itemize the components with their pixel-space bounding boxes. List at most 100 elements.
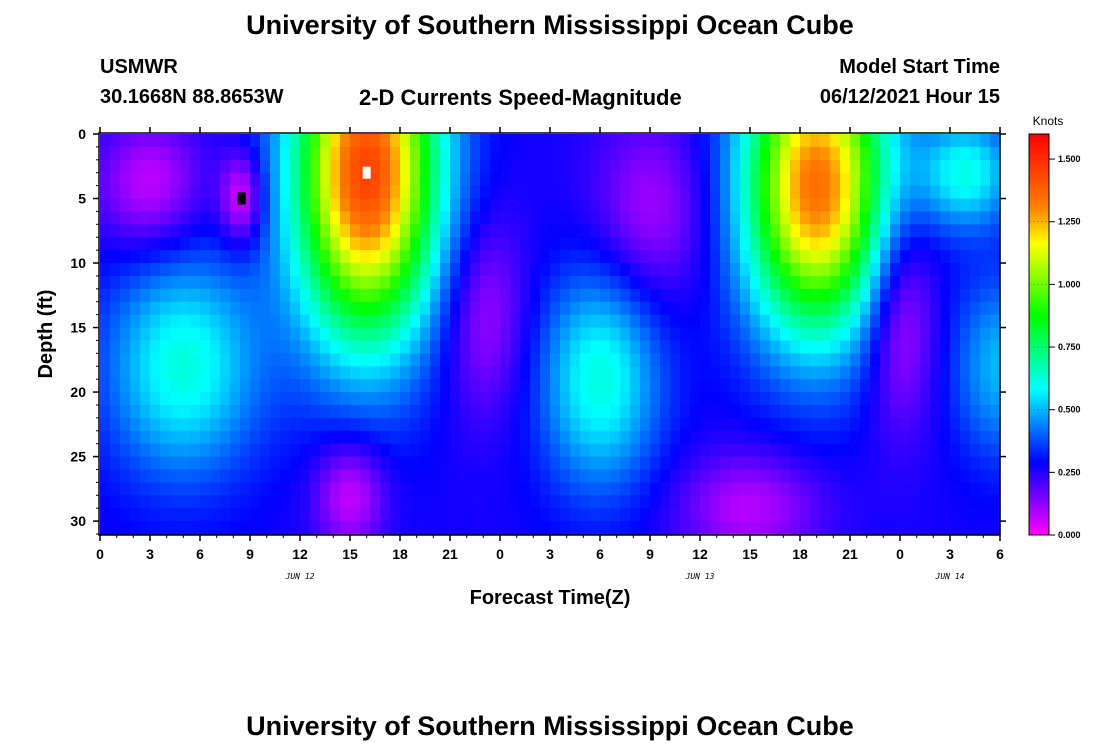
heatmap-cell: [780, 392, 791, 406]
heatmap-cell: [460, 430, 471, 445]
heatmap-cell: [420, 443, 431, 458]
heatmap-cell: [690, 288, 701, 303]
heatmap-cell: [170, 482, 181, 496]
heatmap-cell: [680, 495, 691, 509]
heatmap-cell: [340, 443, 351, 458]
heatmap-cell: [800, 263, 811, 277]
heatmap-cell: [540, 314, 551, 329]
heatmap-cell: [390, 469, 401, 483]
heatmap-cell: [950, 134, 961, 148]
heatmap-cell: [410, 482, 421, 496]
heatmap-cell: [800, 314, 811, 329]
heatmap-cell: [690, 404, 701, 419]
heatmap-cell: [120, 185, 131, 200]
heatmap-cell: [140, 366, 151, 380]
heatmap-cell: [820, 288, 831, 303]
heatmap-cell: [840, 172, 851, 187]
heatmap-cell: [950, 443, 961, 458]
heatmap-cell: [870, 237, 881, 251]
heatmap-cell: [140, 224, 151, 238]
heatmap-cell: [390, 508, 401, 522]
heatmap-cell: [830, 366, 841, 380]
colorbar-tick-label: 1.000: [1058, 279, 1081, 289]
heatmap-cell: [970, 482, 981, 496]
heatmap-cell: [280, 275, 291, 290]
heatmap-cell: [860, 353, 871, 367]
x-tick-label: 18: [792, 546, 808, 562]
date-label: JUN 13: [685, 572, 715, 581]
heatmap-cell: [970, 185, 981, 200]
heatmap-cell: [840, 301, 851, 316]
heatmap-cell: [570, 404, 581, 419]
heatmap-cell: [570, 211, 581, 225]
heatmap-cell: [790, 275, 801, 290]
heatmap-cell: [940, 224, 951, 238]
heatmap-cell: [680, 134, 691, 148]
heatmap-cell: [230, 314, 241, 329]
heatmap-cell: [330, 198, 341, 213]
heatmap-cell: [630, 521, 641, 535]
heatmap-cell: [370, 314, 381, 329]
heatmap-cell: [950, 456, 961, 471]
heatmap-cell: [470, 392, 481, 406]
heatmap-cell: [170, 327, 181, 342]
heatmap-cell: [490, 146, 501, 161]
heatmap-cell: [300, 172, 311, 187]
heatmap-cell: [360, 456, 371, 471]
heatmap-cell: [500, 508, 511, 522]
heatmap-cell: [140, 482, 151, 496]
heatmap-cell: [290, 353, 301, 367]
heatmap-cell: [830, 482, 841, 496]
heatmap-cell: [570, 482, 581, 496]
heatmap-cell: [340, 392, 351, 406]
heatmap-cell: [150, 314, 161, 329]
heatmap-cell: [720, 353, 731, 367]
heatmap-cell: [620, 508, 631, 522]
heatmap-cell: [470, 340, 481, 354]
heatmap-cell: [440, 172, 451, 187]
heatmap-cell: [770, 482, 781, 496]
heatmap-cell: [590, 366, 601, 380]
heatmap-cell: [370, 288, 381, 303]
heatmap-cell: [700, 327, 711, 342]
heatmap-cell: [900, 134, 911, 148]
heatmap-cell: [670, 340, 681, 354]
heatmap-cell: [290, 508, 301, 522]
heatmap-cell: [450, 237, 461, 251]
heatmap-cell: [470, 430, 481, 445]
heatmap-cell: [530, 392, 541, 406]
heatmap-cell: [970, 198, 981, 213]
heatmap-cell: [230, 430, 241, 445]
heatmap-cell: [200, 301, 211, 316]
heatmap-cell: [810, 301, 821, 316]
heatmap-cell: [430, 198, 441, 213]
heatmap-cell: [700, 508, 711, 522]
heatmap-cell: [440, 417, 451, 432]
heatmap-cell: [880, 134, 891, 148]
heatmap-cell: [160, 430, 171, 445]
heatmap-cell: [940, 379, 951, 393]
heatmap-cell: [250, 327, 261, 342]
heatmap-cell: [480, 482, 491, 496]
heatmap-cell: [720, 417, 731, 432]
heatmap-cell: [700, 237, 711, 251]
heatmap-cell: [860, 185, 871, 200]
heatmap-cell: [910, 250, 921, 264]
heatmap-cell: [300, 198, 311, 213]
heatmap-cell: [150, 263, 161, 277]
heatmap-cell: [830, 443, 841, 458]
heatmap-cell: [950, 172, 961, 187]
heatmap-cell: [450, 456, 461, 471]
heatmap-cell: [960, 482, 971, 496]
heatmap-cell: [400, 211, 411, 225]
heatmap-cell: [810, 508, 821, 522]
heatmap-cell: [240, 353, 251, 367]
heatmap-cell: [440, 340, 451, 354]
heatmap-cell: [780, 198, 791, 213]
heatmap-cell: [940, 301, 951, 316]
heatmap-cell: [510, 379, 521, 393]
heatmap-cell: [760, 172, 771, 187]
heatmap-cell: [840, 392, 851, 406]
heatmap-cell: [350, 314, 361, 329]
chart-subtitle: 2-D Currents Speed-Magnitude: [359, 85, 682, 110]
